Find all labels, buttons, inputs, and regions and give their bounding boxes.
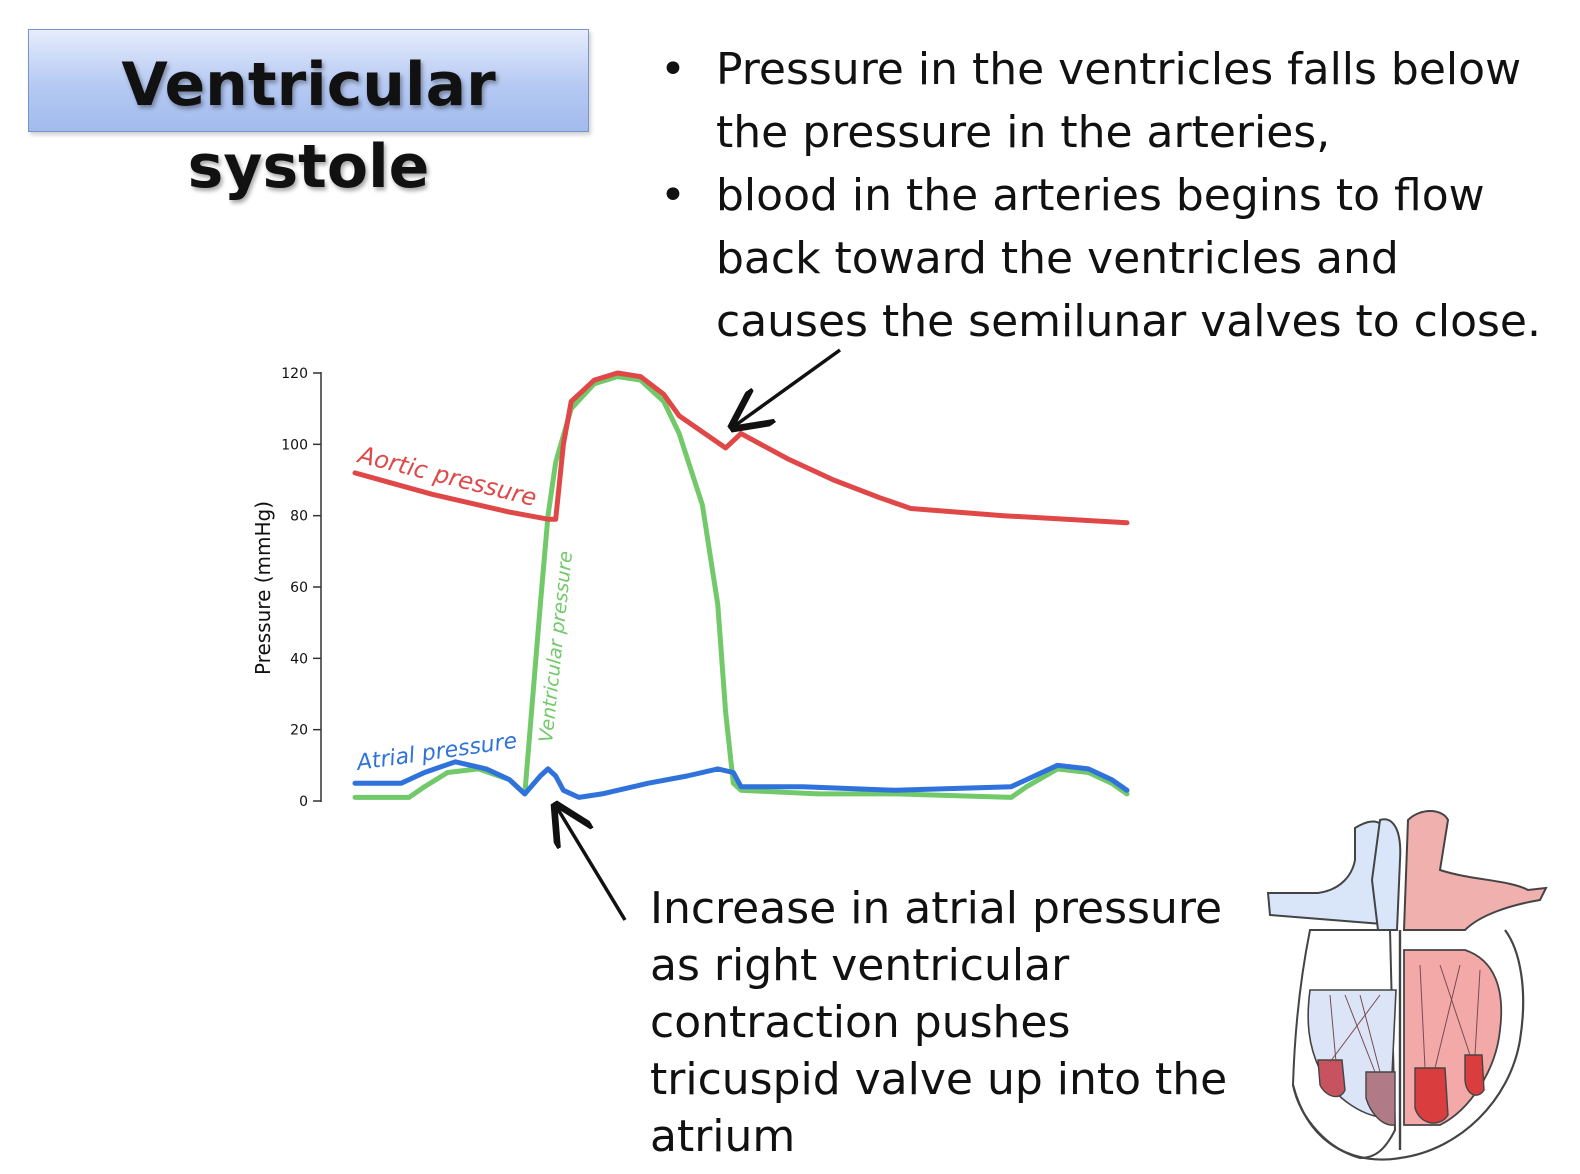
y-axis-title: Pressure (mmHg) bbox=[251, 501, 275, 675]
atrial-caption: Increase in atrial pressure as right ven… bbox=[650, 883, 1228, 1162]
y-ticks: 0 20 40 60 80 100 120 bbox=[281, 366, 321, 810]
aortic-pressure-line bbox=[352, 370, 1130, 526]
y-tick-label: 100 bbox=[281, 437, 308, 453]
heart-cross-section-icon bbox=[1266, 810, 1548, 1161]
bullet-dot: • bbox=[660, 44, 686, 95]
atrial-pressure-line bbox=[352, 759, 1130, 800]
bullet-text: blood in the arteries begins to flow bac… bbox=[716, 170, 1541, 347]
bullet-list: • Pressure in the ventricles falls below… bbox=[660, 38, 1560, 353]
y-tick-label: 20 bbox=[290, 723, 308, 739]
bullet-text: Pressure in the ventricles falls below t… bbox=[716, 44, 1522, 158]
y-tick-label: 120 bbox=[281, 366, 308, 382]
bullet-item: • Pressure in the ventricles falls below… bbox=[660, 38, 1560, 164]
atrial-bump-arrow bbox=[556, 806, 627, 921]
bullet-item: • blood in the arteries begins to flow b… bbox=[660, 164, 1560, 353]
y-tick-label: 40 bbox=[290, 651, 308, 667]
series-group bbox=[352, 370, 1130, 800]
y-tick-label: 0 bbox=[299, 794, 308, 810]
bullet-dot: • bbox=[660, 170, 686, 221]
title-box bbox=[28, 29, 589, 132]
slide-title: Ventricular systole bbox=[121, 50, 496, 202]
dicrotic-notch-arrow bbox=[733, 348, 842, 427]
y-tick-label: 60 bbox=[290, 580, 308, 596]
aortic-series-label: Aortic pressure bbox=[354, 440, 540, 512]
y-tick-label: 80 bbox=[290, 509, 308, 525]
